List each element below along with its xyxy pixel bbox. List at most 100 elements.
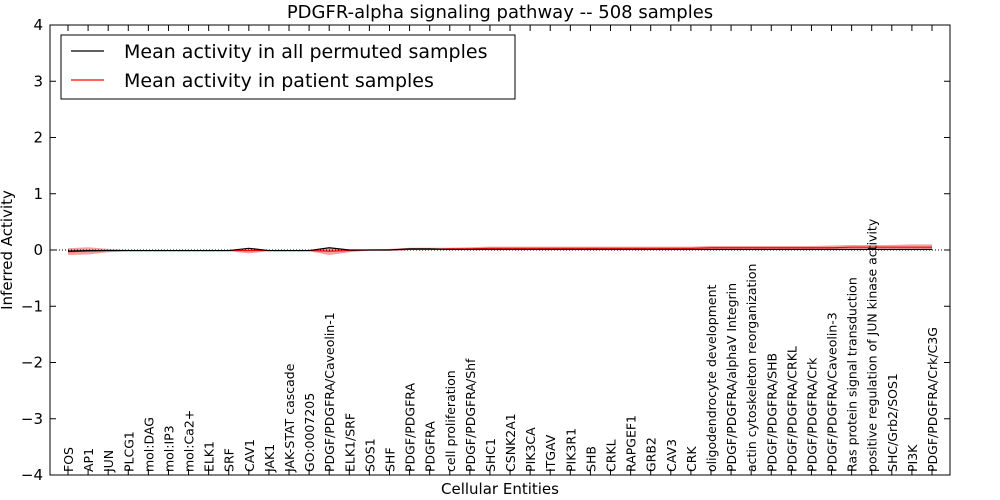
data-point xyxy=(650,248,651,249)
y-tick-label: −2 xyxy=(21,354,43,372)
plot-frame xyxy=(49,24,951,476)
data-point xyxy=(369,249,370,250)
data-point xyxy=(208,250,209,251)
x-tick-label: PDGF/PDGFRA/SHB xyxy=(764,353,779,472)
data-point xyxy=(791,247,792,248)
x-tick-label: PDGFRA xyxy=(423,421,438,472)
x-tick-label: Ras protein signal transduction xyxy=(845,277,860,472)
data-point xyxy=(570,248,571,249)
data-point xyxy=(710,247,711,248)
legend-label-patient: Mean activity in patient samples xyxy=(124,70,434,92)
data-point xyxy=(610,249,611,250)
data-point xyxy=(228,250,229,251)
x-tick-label: AP1 xyxy=(81,448,96,472)
data-point xyxy=(610,248,611,249)
x-tick-label: GO:0007205 xyxy=(302,393,317,472)
data-point xyxy=(168,250,169,251)
x-tick-label: cell proliferation xyxy=(443,370,458,472)
data-point xyxy=(931,249,932,250)
data-point xyxy=(530,249,531,250)
data-point xyxy=(630,249,631,250)
data-point xyxy=(731,247,732,248)
x-tick-label: PDGF/PDGFRA/Caveolin-3 xyxy=(825,312,840,472)
y-tick-label: 1 xyxy=(33,185,43,203)
data-point xyxy=(831,249,832,250)
y-axis-label: Inferred Activity xyxy=(0,190,16,310)
data-point xyxy=(670,249,671,250)
y-tick-label: −4 xyxy=(21,466,43,484)
x-tick-label: PDGF/PDGFRA/alphaV Integrin xyxy=(724,283,739,472)
x-tick-label: ELK1 xyxy=(202,441,217,472)
data-point xyxy=(389,249,390,250)
data-point xyxy=(791,249,792,250)
data-point xyxy=(509,249,510,250)
legend-box xyxy=(60,34,516,100)
data-point xyxy=(891,247,892,248)
data-point xyxy=(188,250,189,251)
data-point xyxy=(690,249,691,250)
data-point xyxy=(550,249,551,250)
data-point xyxy=(751,247,752,248)
x-tick-label: oligodendrocyte development xyxy=(704,284,719,472)
x-tick-label: JAK1 xyxy=(262,444,277,473)
data-point xyxy=(831,247,832,248)
x-tick-label: mol:IP3 xyxy=(162,425,177,472)
data-point xyxy=(851,249,852,250)
x-tick-label: PDGF/PDGFRA/Caveolin-1 xyxy=(322,312,337,472)
x-axis-label: Cellular Entities xyxy=(441,480,559,498)
x-tick-label: CAV3 xyxy=(664,439,679,472)
y-tick-label: −3 xyxy=(21,410,43,428)
data-point xyxy=(911,247,912,248)
data-point xyxy=(590,249,591,250)
data-point xyxy=(650,249,651,250)
x-tick-label: PIK3R1 xyxy=(563,428,578,472)
x-tick-label: PDGF/PDGFRA/Shf xyxy=(463,358,478,472)
x-tick-label: PLCG1 xyxy=(121,431,136,472)
data-point xyxy=(248,250,249,251)
x-tick-label: JUN xyxy=(101,450,116,473)
y-tick-label: 4 xyxy=(33,16,43,34)
x-tick-label: CRK xyxy=(684,446,699,472)
data-point xyxy=(268,250,269,251)
x-tick-label: positive regulation of JUN kinase activi… xyxy=(865,218,880,472)
data-point xyxy=(349,250,350,251)
x-tick-label: actin cytoskeleton reorganization xyxy=(744,264,759,473)
y-tick-label: 3 xyxy=(33,72,43,90)
data-point xyxy=(731,249,732,250)
data-point xyxy=(811,249,812,250)
data-point xyxy=(108,250,109,251)
data-point xyxy=(128,250,129,251)
data-point xyxy=(530,248,531,249)
x-tick-label: CSNK2A1 xyxy=(503,413,518,472)
data-point xyxy=(590,248,591,249)
data-point xyxy=(891,249,892,250)
x-tick-label: CRKL xyxy=(604,439,619,472)
data-point xyxy=(409,249,410,250)
x-tick-label: SHB xyxy=(583,446,598,472)
x-tick-label: mol:Ca2+ xyxy=(182,410,197,472)
legend: Mean activity in all permuted samples Me… xyxy=(60,34,516,100)
x-tick-label: ITGAV xyxy=(543,434,558,472)
x-tick-label: JAK-STAT cascade xyxy=(282,363,297,473)
data-point xyxy=(509,248,510,249)
permuted-mean-line xyxy=(67,247,932,252)
data-point xyxy=(931,247,932,248)
x-tick-label: SHC1 xyxy=(483,438,498,472)
x-tick-label: PI3K xyxy=(905,444,920,472)
x-tick-label: GRB2 xyxy=(644,437,659,472)
data-point xyxy=(329,247,330,248)
y-tick-label: 0 xyxy=(33,241,43,259)
x-tick-label: CAV1 xyxy=(242,439,257,472)
x-tick-label: PDGF/PDGFRA/Crk xyxy=(804,357,819,472)
data-point xyxy=(288,250,289,251)
data-point xyxy=(148,250,149,251)
y-tick-label: −1 xyxy=(21,297,43,315)
data-point xyxy=(771,247,772,248)
data-point xyxy=(670,248,671,249)
data-point xyxy=(550,248,551,249)
data-point xyxy=(248,248,249,249)
data-point xyxy=(851,247,852,248)
x-tick-label: mol:DAG xyxy=(141,417,156,472)
patient-activity-band xyxy=(68,244,932,256)
